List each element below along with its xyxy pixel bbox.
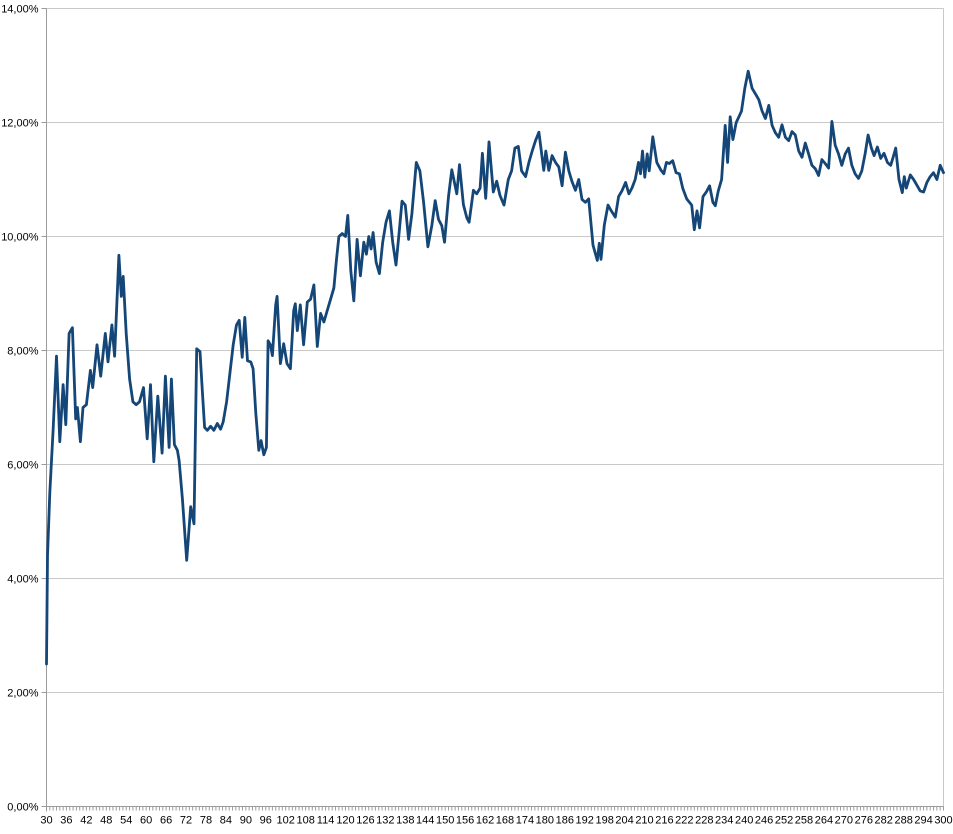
- data-series-line: [45, 69, 945, 666]
- x-axis-label: 180: [536, 815, 554, 827]
- x-axis-label: 228: [695, 815, 713, 827]
- x-axis-label: 72: [180, 815, 192, 827]
- x-axis-label: 258: [795, 815, 813, 827]
- x-axis-label: 120: [336, 815, 354, 827]
- x-axis-label: 216: [655, 815, 673, 827]
- x-axis-label: 270: [835, 815, 853, 827]
- x-axis-label: 36: [60, 815, 72, 827]
- x-axis-label: 114: [317, 815, 335, 827]
- y-axis-label: 14,00%: [1, 4, 39, 16]
- x-axis-label: 174: [516, 815, 534, 827]
- x-axis-label: 90: [240, 815, 252, 827]
- x-axis-label: 240: [735, 815, 753, 827]
- x-axis-label: 108: [296, 815, 314, 827]
- x-axis-label: 300: [934, 815, 952, 827]
- x-axis-label: 210: [635, 815, 653, 827]
- x-axis-label: 276: [855, 815, 873, 827]
- y-axis-label: 2,00%: [7, 688, 38, 700]
- x-axis-label: 252: [775, 815, 793, 827]
- x-axis-label: 246: [755, 815, 773, 827]
- y-axis-label: 0,00%: [7, 802, 38, 814]
- x-axis-label: 96: [260, 815, 272, 827]
- x-axis-label: 264: [815, 815, 833, 827]
- x-axis-label: 162: [476, 815, 494, 827]
- x-axis-label: 102: [277, 815, 295, 827]
- x-axis-label: 30: [40, 815, 52, 827]
- y-axis-label: 12,00%: [1, 118, 39, 130]
- y-axis-label: 8,00%: [7, 346, 38, 358]
- x-axis-label: 156: [456, 815, 474, 827]
- x-axis-label: 138: [396, 815, 414, 827]
- x-axis-label: 282: [875, 815, 893, 827]
- x-axis-label: 204: [615, 815, 633, 827]
- x-axis-label: 42: [80, 815, 92, 827]
- x-axis-label: 144: [416, 815, 434, 827]
- x-axis-label: 126: [356, 815, 374, 827]
- x-axis-label: 150: [436, 815, 454, 827]
- x-axis-label: 234: [715, 815, 733, 827]
- x-axis-label: 222: [675, 815, 693, 827]
- x-axis-label: 60: [140, 815, 152, 827]
- x-axis-label: 294: [914, 815, 932, 827]
- y-axis-label: 4,00%: [7, 574, 38, 586]
- x-axis-label: 132: [376, 815, 394, 827]
- y-axis-label: 6,00%: [7, 460, 38, 472]
- x-axis-label: 186: [556, 815, 574, 827]
- x-axis-label: 78: [200, 815, 212, 827]
- x-axis-label: 84: [220, 815, 232, 827]
- x-axis-label: 48: [100, 815, 112, 827]
- x-axis-label: 66: [160, 815, 172, 827]
- x-axis-label: 54: [120, 815, 132, 827]
- x-axis-label: 168: [496, 815, 514, 827]
- x-axis-label: 198: [595, 815, 613, 827]
- x-axis-label: 192: [576, 815, 594, 827]
- x-axis-label: 288: [894, 815, 912, 827]
- y-axis-label: 10,00%: [1, 232, 39, 244]
